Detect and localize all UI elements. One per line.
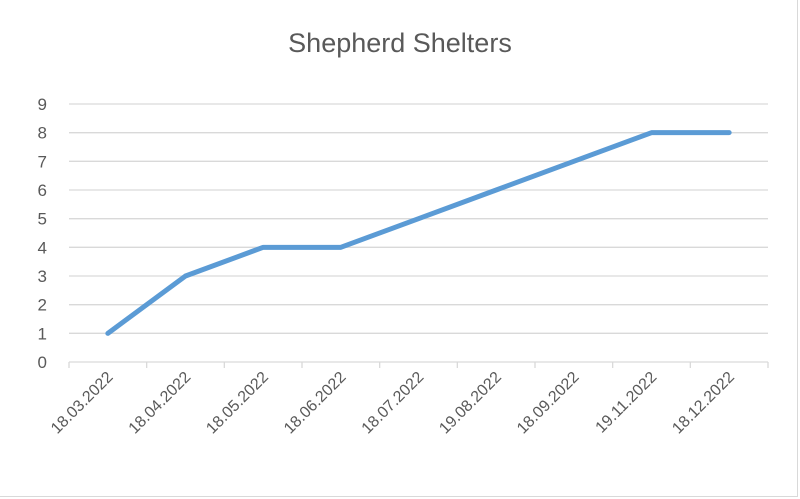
x-tick-label: 18.03.2022 [48,369,117,438]
series-line [105,130,732,336]
y-tick-label: 7 [38,152,47,171]
y-tick-label: 2 [38,296,47,315]
y-tick-label: 4 [38,238,47,257]
x-tick-label: 18.12.2022 [669,369,738,438]
data-series [105,130,732,336]
y-tick-label: 3 [38,267,47,286]
y-tick-label: 5 [38,210,47,229]
y-tick-label: 9 [38,95,47,114]
x-tick-label: 19.08.2022 [436,369,505,438]
x-tick-label: 18.04.2022 [126,369,195,438]
x-tick-label: 18.05.2022 [203,369,272,438]
y-tick-label: 0 [38,353,47,372]
x-tick-label: 18.09.2022 [514,369,583,438]
y-axis: 0 1 2 3 4 5 6 7 8 9 [38,95,47,372]
y-tick-label: 1 [38,324,47,343]
chart-title: Shepherd Shelters [288,28,512,58]
x-axis: 18.03.2022 18.04.2022 18.05.2022 18.06.2022… [48,361,769,438]
x-tick-label: 19.11.2022 [593,369,661,437]
x-tick-label: 18.06.2022 [281,369,350,438]
y-tick-label: 6 [38,181,47,200]
x-tick-label: 18.07.2022 [359,369,428,438]
y-tick-label: 8 [38,124,47,143]
